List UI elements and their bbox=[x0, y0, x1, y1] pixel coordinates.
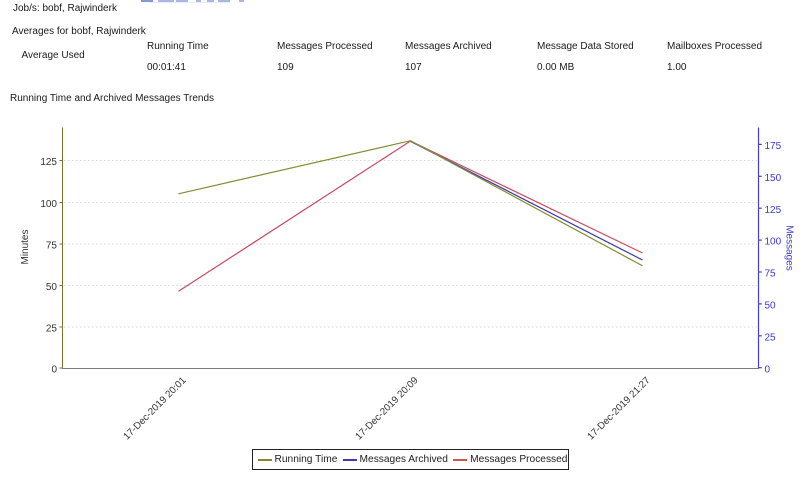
svg-text:75: 75 bbox=[765, 269, 777, 280]
svg-text:100: 100 bbox=[40, 199, 57, 210]
svg-text:17-Dec-2019 21:27: 17-Dec-2019 21:27 bbox=[586, 375, 653, 442]
svg-text:25: 25 bbox=[46, 324, 58, 335]
svg-text:100: 100 bbox=[765, 237, 782, 248]
svg-text:0: 0 bbox=[765, 364, 771, 375]
svg-text:125: 125 bbox=[40, 157, 57, 168]
svg-text:50: 50 bbox=[46, 282, 58, 293]
svg-text:50: 50 bbox=[765, 301, 777, 312]
svg-text:150: 150 bbox=[765, 173, 782, 184]
svg-text:Minutes: Minutes bbox=[20, 229, 31, 264]
svg-text:0: 0 bbox=[51, 364, 57, 375]
svg-text:17-Dec-2019 20:01: 17-Dec-2019 20:01 bbox=[122, 375, 189, 442]
svg-text:75: 75 bbox=[46, 241, 58, 252]
svg-text:25: 25 bbox=[765, 332, 777, 343]
svg-text:Messages: Messages bbox=[784, 225, 795, 271]
svg-text:125: 125 bbox=[765, 205, 782, 216]
svg-text:17-Dec-2019 20:09: 17-Dec-2019 20:09 bbox=[354, 375, 421, 442]
svg-text:175: 175 bbox=[765, 141, 782, 152]
